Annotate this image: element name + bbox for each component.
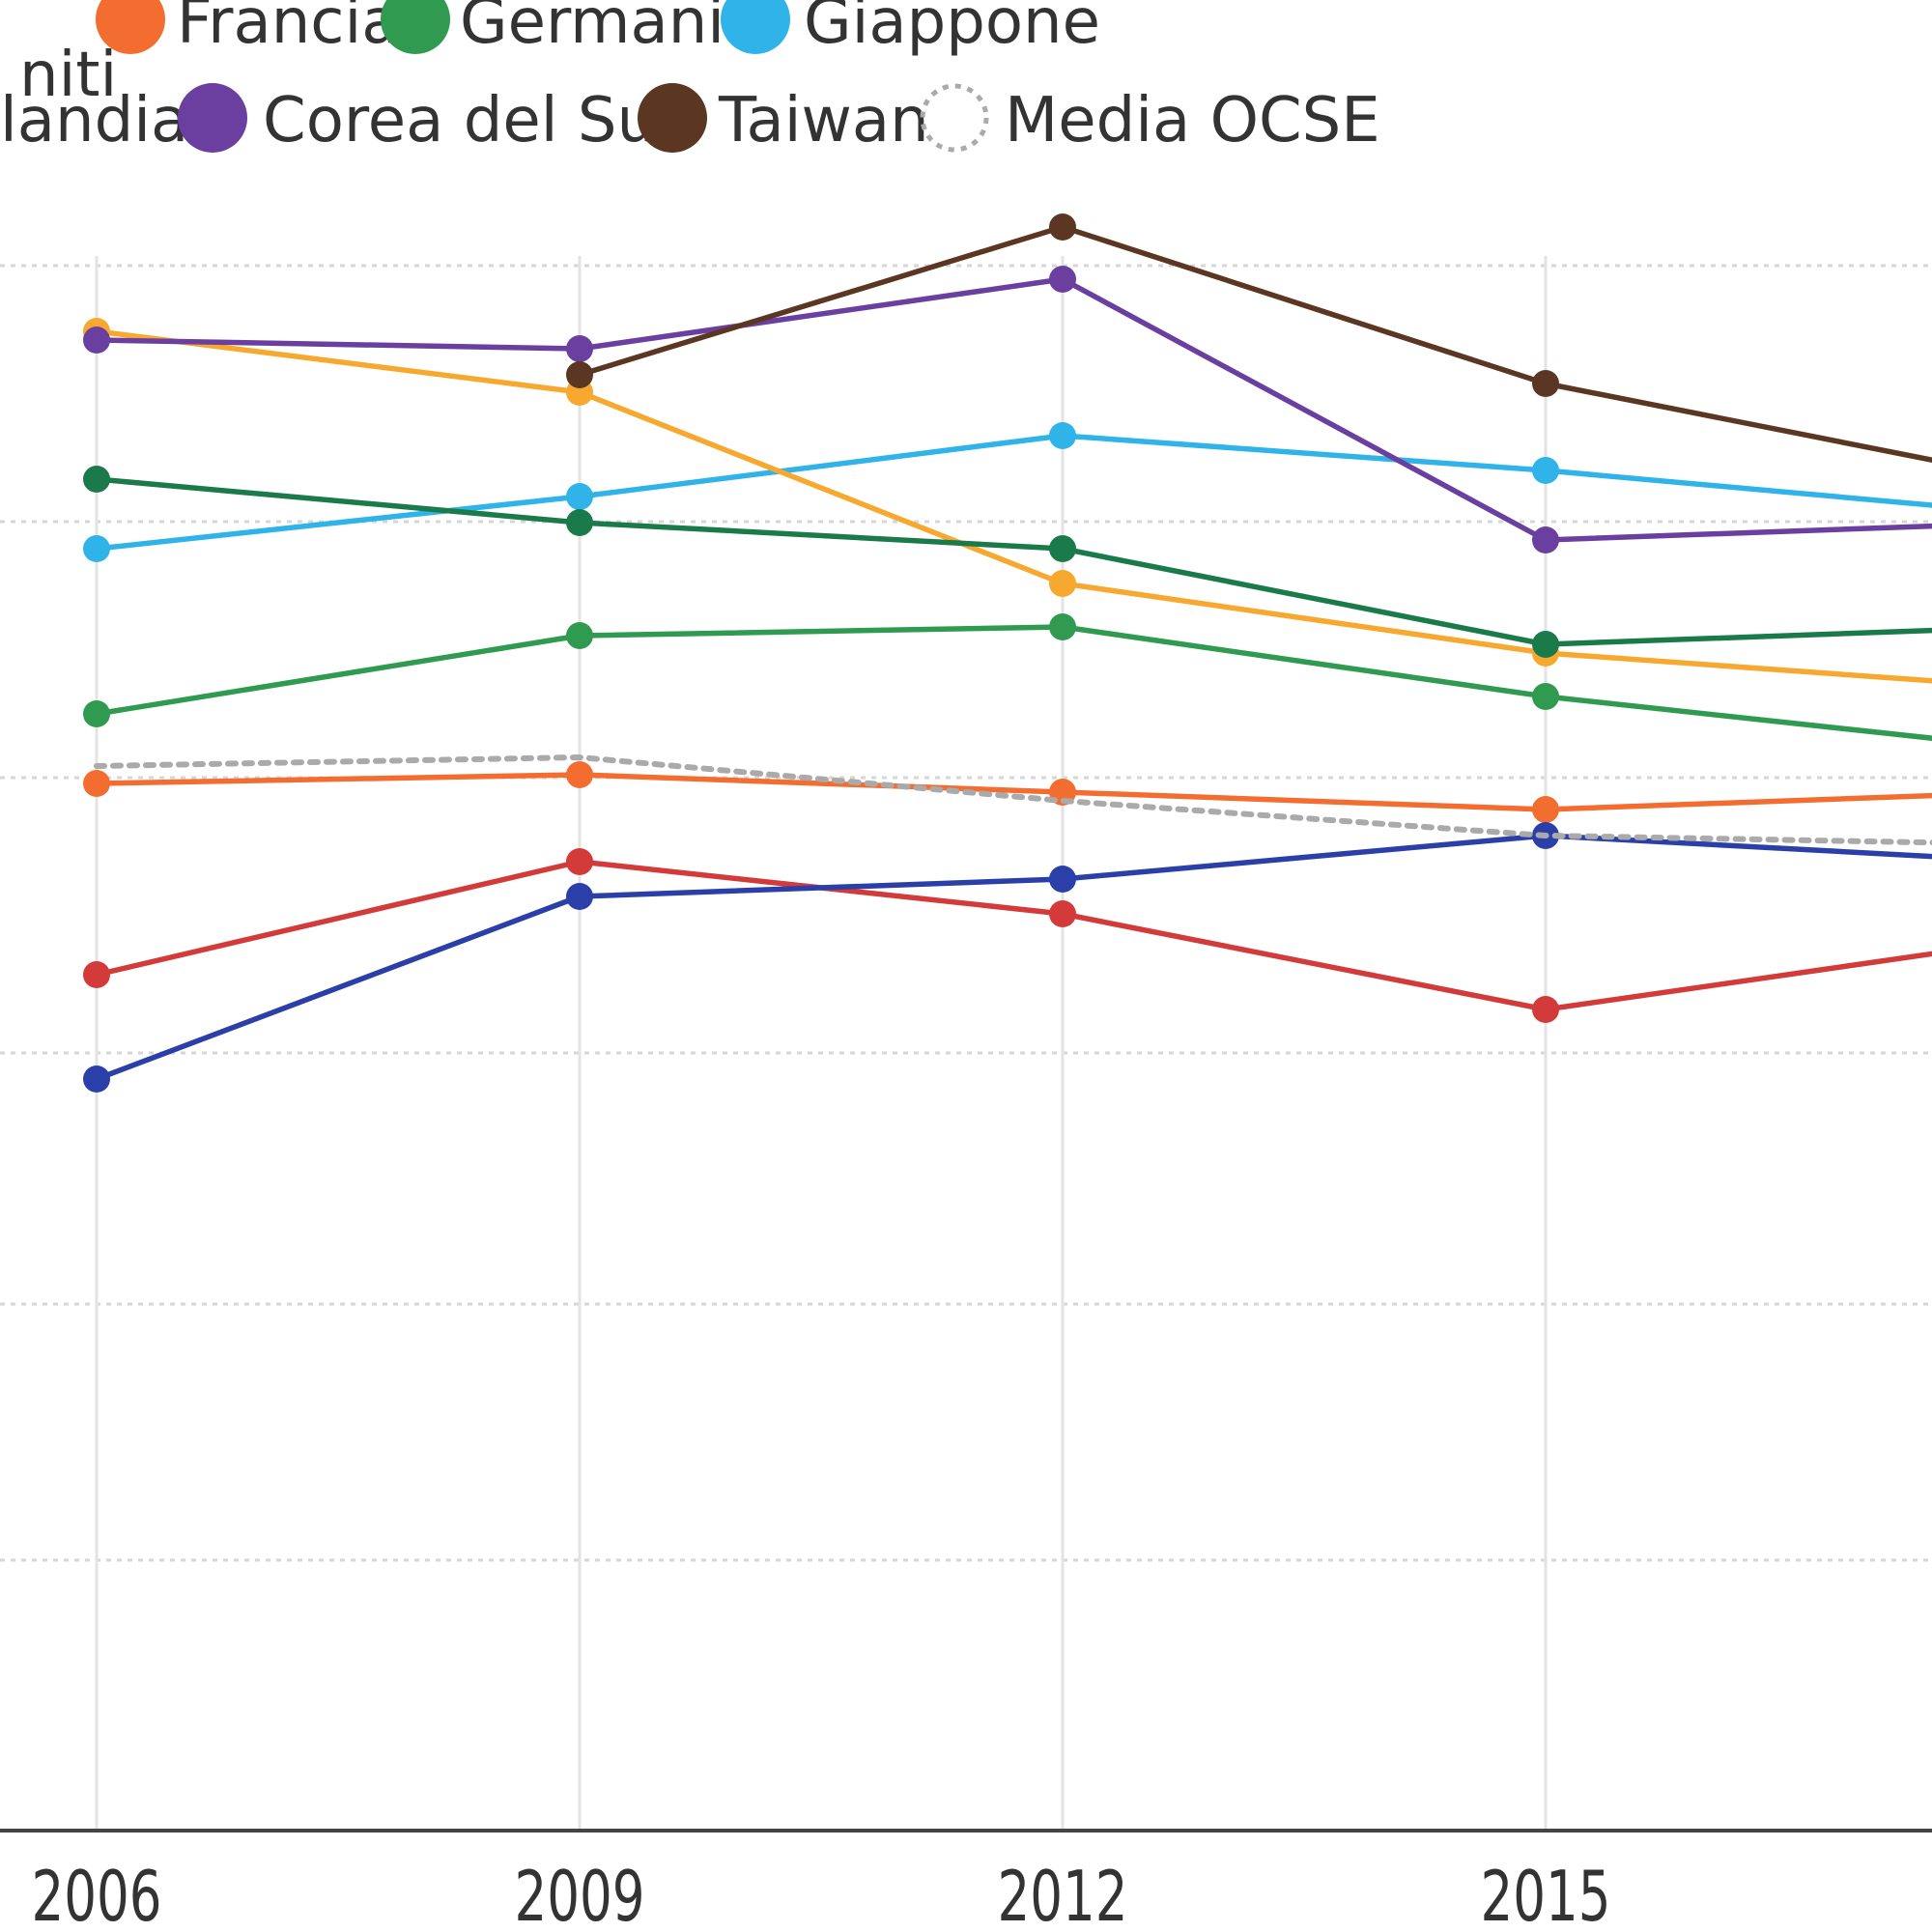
series-francia [83, 761, 1932, 823]
legend-label-taiwan: Taiwan [718, 85, 929, 156]
series-line-stati-uniti [94, 859, 1932, 1012]
series-line-taiwan [577, 224, 1932, 464]
x-tick-label-2009: 2009 [515, 1856, 645, 1932]
series-group [83, 213, 1932, 1093]
data-point-paesi-bassi [1049, 535, 1076, 562]
data-point-stati-uniti [1532, 996, 1559, 1023]
legend-label-corea-del-sud: Corea del Sud [263, 85, 696, 156]
series-finlandia [83, 318, 1932, 684]
legend-label-germania: Germania [460, 0, 762, 58]
legend: niti Francia Germania Giappone landia Corea d… [0, 0, 1380, 156]
data-point-giappone [566, 483, 593, 510]
legend-marker-giappone [721, 0, 790, 54]
series-line-giappone [94, 433, 1932, 552]
data-point-germania [1532, 683, 1559, 710]
data-point-corea-del-sud [1049, 266, 1076, 293]
data-point-taiwan [566, 361, 593, 388]
data-point-francia [1532, 796, 1559, 823]
legend-label-stati-uniti: niti [19, 40, 117, 111]
legend-label-francia: Francia [177, 0, 399, 58]
x-axis-ticks: 2006 2009 2012 2015 [32, 1856, 1611, 1932]
data-point-taiwan [1049, 213, 1076, 241]
series-line-corea-del-sud [94, 276, 1932, 543]
data-point-corea-del-sud [566, 335, 593, 362]
data-point-italia [1049, 866, 1076, 893]
series-corea-del-sud [83, 266, 1932, 554]
x-tick-label-2006: 2006 [32, 1856, 162, 1932]
legend-label-giappone: Giappone [804, 0, 1100, 58]
data-point-corea-del-sud [83, 327, 110, 354]
data-point-stati-uniti [566, 848, 593, 875]
x-tick-label-2012: 2012 [998, 1856, 1128, 1932]
data-point-corea-del-sud [1532, 526, 1559, 554]
legend-marker-media-ocse [920, 83, 989, 153]
data-point-giappone [83, 535, 110, 562]
legend-marker-francia [96, 0, 165, 54]
series-line-finlandia [94, 328, 1932, 684]
series-paesi-bassi [83, 466, 1932, 658]
data-point-francia [566, 761, 593, 788]
data-point-francia [83, 770, 110, 797]
data-point-giappone [1532, 457, 1559, 484]
gridlines [0, 256, 1932, 1831]
data-point-taiwan [1532, 370, 1559, 397]
data-point-paesi-bassi [83, 466, 110, 493]
series-line-francia [94, 772, 1932, 812]
data-point-germania [566, 622, 593, 649]
data-point-paesi-bassi [566, 509, 593, 536]
data-point-finlandia [1049, 570, 1076, 597]
data-point-giappone [1049, 422, 1076, 449]
legend-label-finlandia: landia [0, 85, 188, 156]
series-stati-uniti [83, 848, 1932, 1023]
data-point-paesi-bassi [1532, 631, 1559, 658]
legend-marker-taiwan [638, 83, 707, 153]
series-taiwan [566, 213, 1932, 464]
series-line-germania [94, 624, 1932, 741]
legend-marker-germania [381, 0, 450, 54]
data-point-stati-uniti [1049, 900, 1076, 927]
series-line-italia [94, 833, 1932, 1082]
data-point-germania [83, 700, 110, 727]
data-point-italia [566, 883, 593, 910]
data-point-stati-uniti [83, 961, 110, 988]
series-line-media-ocse [94, 754, 1932, 846]
series-giappone [83, 422, 1932, 562]
series-media-ocse [94, 754, 1932, 846]
data-point-germania [1049, 613, 1076, 640]
x-tick-label-2015: 2015 [1481, 1856, 1611, 1932]
data-point-italia [83, 1065, 110, 1093]
legend-marker-corea-del-sud [178, 83, 247, 153]
series-germania [83, 613, 1932, 741]
legend-label-media-ocse: Media OCSE [1005, 85, 1380, 156]
series-italia [83, 822, 1932, 1093]
